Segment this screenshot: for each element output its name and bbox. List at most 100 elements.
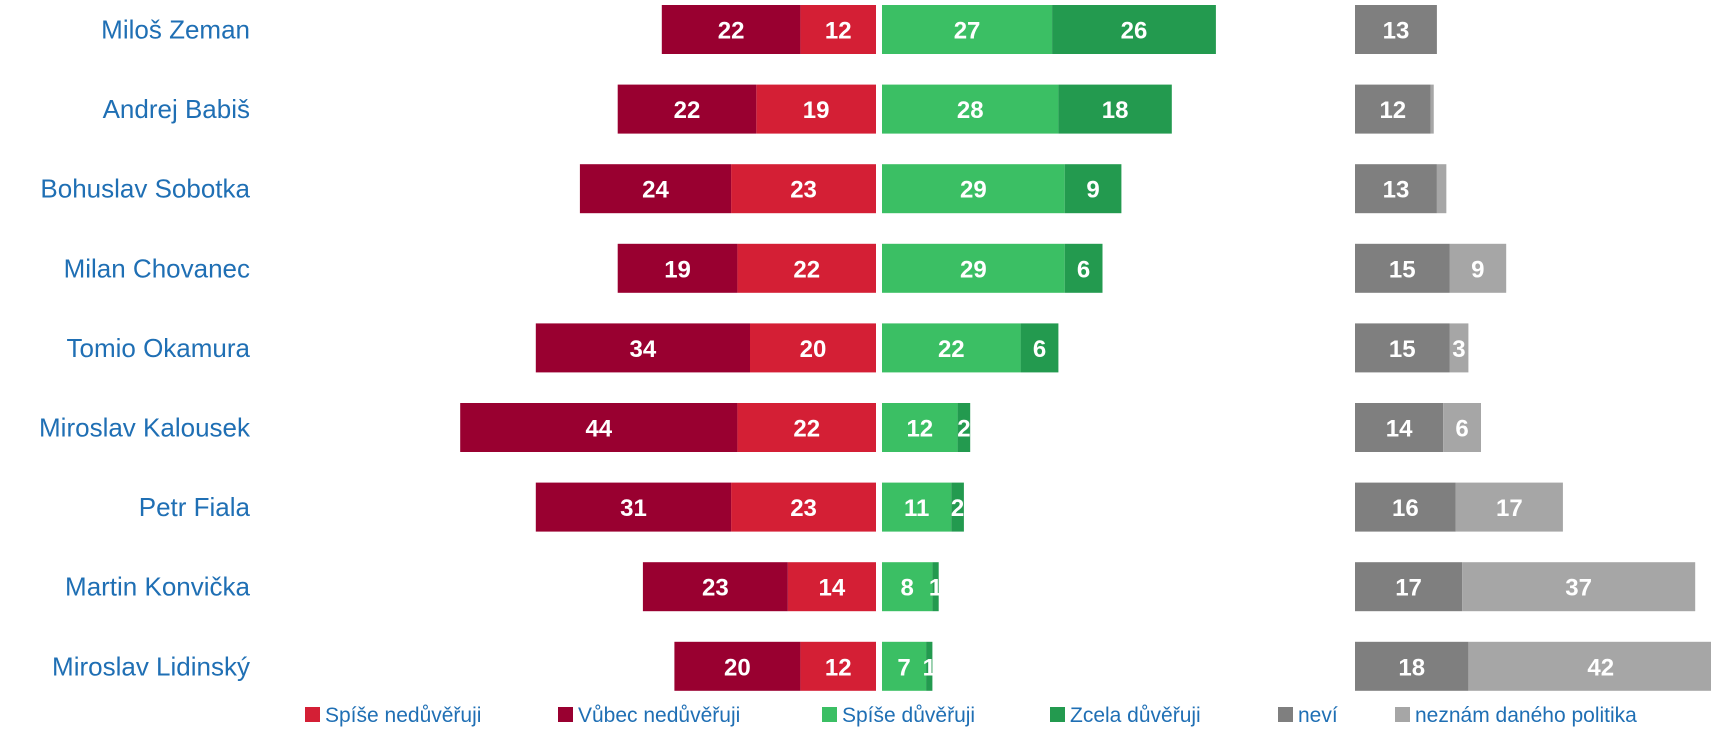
bar-spise-du-0: [882, 5, 1053, 54]
bar-spise-nedu-1: [756, 84, 876, 134]
legend-swatch: [1395, 707, 1410, 722]
legend-swatch: [305, 707, 320, 722]
legend-swatch: [1278, 707, 1293, 722]
legend-item-nevi: neví: [1278, 704, 1338, 727]
label-zcela-du-2: 9: [1086, 177, 1099, 204]
label-spise-du-7: 8: [901, 575, 914, 602]
label-zcela-du-1: 18: [1102, 97, 1129, 124]
legend-label: Zcela důvěřuji: [1070, 704, 1201, 727]
legend-item-spise-du: Spíše důvěřuji: [822, 704, 975, 727]
politician-name: Andrej Babiš: [103, 94, 250, 124]
legend-item-neznam: neznám daného politika: [1395, 704, 1637, 727]
label-vubec-nedu-2: 24: [642, 177, 669, 204]
bar-spise-du-2: [882, 164, 1065, 214]
label-spise-nedu-7: 14: [819, 575, 846, 602]
bar-zcela-du-8: [926, 641, 933, 691]
politician-name: Bohuslav Sobotka: [40, 174, 250, 204]
label-zcela-du-6: 2: [951, 495, 964, 522]
label-nevi-2: 13: [1383, 177, 1410, 204]
bar-nevi-5: [1355, 403, 1444, 452]
label-nevi-7: 17: [1395, 575, 1422, 602]
politician-names: Miloš Zeman Andrej Babiš Bohuslav Sobotka M…: [39, 15, 251, 682]
bar-vubec-nedu-3: [617, 243, 738, 293]
legend-swatch: [822, 707, 837, 722]
label-neznam-3: 9: [1471, 256, 1484, 283]
bar-zcela-du-4: [1020, 323, 1059, 373]
bar-nevi-7: [1355, 562, 1463, 612]
legend-item-zcela-du: Zcela důvěřuji: [1050, 704, 1201, 727]
bar-zcela-du-1: [1058, 84, 1172, 134]
bar-spise-nedu-0: [800, 5, 876, 54]
bar-vubec-nedu-2: [579, 164, 732, 214]
label-spise-nedu-5: 22: [793, 416, 820, 443]
label-zcela-du-3: 6: [1077, 256, 1090, 283]
bar-spise-du-1: [882, 84, 1059, 134]
label-spise-nedu-0: 12: [825, 18, 852, 45]
label-zcela-du-7: 1: [929, 575, 942, 602]
bar-zcela-du-3: [1064, 243, 1103, 293]
bar-spise-nedu-3: [737, 243, 876, 293]
politician-name: Milan Chovanec: [64, 253, 250, 283]
label-vubec-nedu-3: 19: [664, 256, 691, 283]
chart-row: 19 22 28 18 12: [617, 84, 1434, 134]
bar-neznam-2: [1436, 164, 1447, 214]
bar-spise-du-7: [882, 562, 933, 612]
bar-spise-nedu-4: [750, 323, 876, 373]
label-nevi-6: 16: [1392, 495, 1419, 522]
label-zcela-du-5: 2: [957, 416, 970, 443]
bar-spise-du-8: [882, 641, 927, 691]
bar-zcela-du-7: [932, 562, 939, 612]
chart-row: 23 31 11 2 16 17: [535, 482, 1563, 532]
bar-nevi-4: [1355, 323, 1450, 373]
bar-zcela-du-6: [951, 482, 964, 532]
label-nevi-8: 18: [1398, 654, 1425, 681]
label-spise-du-3: 29: [960, 256, 987, 283]
bar-spise-nedu-8: [800, 641, 876, 691]
label-nevi-4: 15: [1389, 336, 1416, 363]
bar-neznam-3: [1449, 243, 1507, 293]
label-spise-nedu-1: 19: [803, 97, 830, 124]
chart-row: 14 23 8 1 17 37: [642, 562, 1696, 612]
bar-nevi-0: [1355, 5, 1437, 54]
bar-neznam-7: [1462, 562, 1696, 612]
label-nevi-5: 14: [1386, 416, 1413, 443]
bar-nevi-2: [1355, 164, 1437, 214]
label-zcela-du-8: 1: [923, 654, 936, 681]
chart-row: 22 19 29 6 15 9: [617, 243, 1507, 293]
label-neznam-7: 37: [1565, 575, 1592, 602]
legend-label: Spíše důvěřuji: [842, 704, 975, 727]
politician-name: Martin Konvička: [65, 572, 250, 602]
label-nevi-1: 12: [1379, 97, 1406, 124]
bar-zcela-du-5: [957, 403, 971, 452]
politician-name: Miloš Zeman: [101, 15, 250, 45]
legend-label: neví: [1298, 704, 1338, 727]
bar-spise-nedu-2: [731, 164, 876, 214]
label-spise-nedu-6: 23: [790, 495, 817, 522]
label-spise-du-2: 29: [960, 177, 987, 204]
politician-name: Miroslav Kalousek: [39, 413, 251, 443]
bar-zcela-du-2: [1064, 164, 1122, 214]
label-spise-du-6: 11: [904, 495, 929, 522]
bar-vubec-nedu-7: [642, 562, 788, 612]
bar-neznam-6: [1455, 482, 1563, 532]
legend-swatch: [558, 707, 573, 722]
bar-spise-du-5: [882, 403, 958, 452]
label-nevi-0: 13: [1383, 18, 1410, 45]
chart-row: 20 34 22 6 15 3: [535, 323, 1469, 373]
politician-name: Miroslav Lidinský: [52, 651, 250, 681]
chart-row: 12 22 27 26 13: [661, 5, 1437, 54]
bar-spise-du-3: [882, 243, 1065, 293]
label-vubec-nedu-5: 44: [585, 416, 612, 443]
label-zcela-du-4: 6: [1033, 336, 1046, 363]
bar-spise-du-6: [882, 482, 952, 532]
legend: Spíše nedůvěřuji Vůbec nedůvěřuji Spíše dů…: [305, 704, 1637, 727]
label-spise-du-0: 27: [954, 18, 981, 45]
bar-spise-nedu-7: [787, 562, 876, 612]
chart-row: 23 24 29 9 13: [579, 164, 1447, 214]
label-spise-nedu-2: 23: [790, 177, 817, 204]
label-nevi-3: 15: [1389, 256, 1416, 283]
bar-spise-nedu-5: [737, 403, 876, 452]
bar-vubec-nedu-5: [460, 403, 738, 452]
